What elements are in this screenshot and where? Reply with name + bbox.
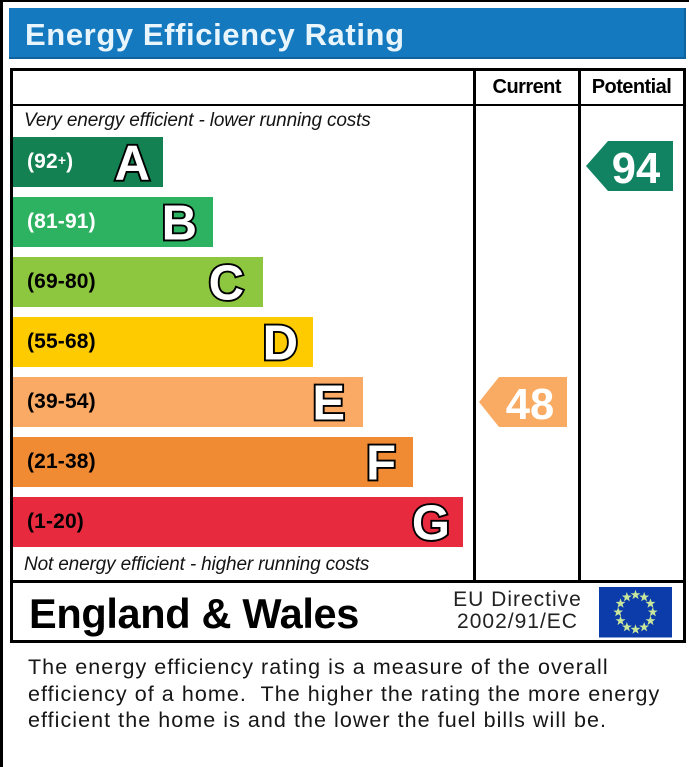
svg-text:C: C <box>209 256 244 310</box>
svg-text:D: D <box>263 316 298 370</box>
svg-text:48: 48 <box>506 381 554 427</box>
svg-text:G: G <box>412 496 450 550</box>
svg-text:B: B <box>162 196 197 250</box>
svg-text:F: F <box>366 436 396 490</box>
svg-text:94: 94 <box>612 145 660 191</box>
svg-text:E: E <box>312 376 345 430</box>
svg-text:A: A <box>114 136 149 190</box>
